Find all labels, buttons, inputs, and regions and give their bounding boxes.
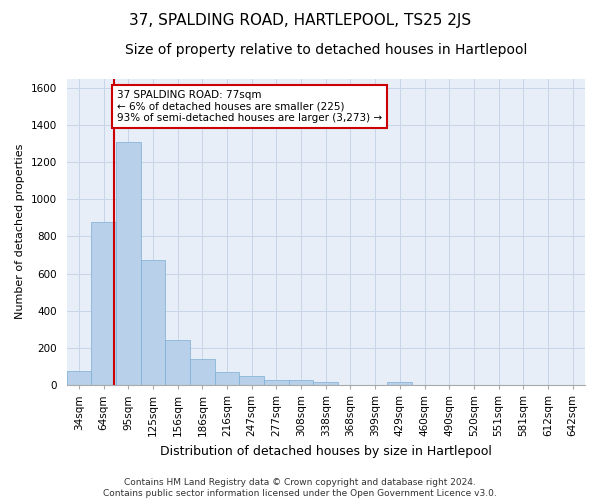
Bar [264,380,289,385]
Bar [388,382,412,385]
Title: Size of property relative to detached houses in Hartlepool: Size of property relative to detached ho… [125,42,527,56]
Bar [165,340,190,385]
Bar [239,376,264,385]
Bar [91,222,116,385]
X-axis label: Distribution of detached houses by size in Hartlepool: Distribution of detached houses by size … [160,444,492,458]
Bar [116,142,140,385]
Bar [289,380,313,385]
Text: 37 SPALDING ROAD: 77sqm
← 6% of detached houses are smaller (225)
93% of semi-de: 37 SPALDING ROAD: 77sqm ← 6% of detached… [117,90,382,123]
Bar [190,359,215,385]
Bar [313,382,338,385]
Bar [215,372,239,385]
Text: 37, SPALDING ROAD, HARTLEPOOL, TS25 2JS: 37, SPALDING ROAD, HARTLEPOOL, TS25 2JS [129,12,471,28]
Bar [67,371,91,385]
Y-axis label: Number of detached properties: Number of detached properties [15,144,25,320]
Bar [140,260,165,385]
Text: Contains HM Land Registry data © Crown copyright and database right 2024.
Contai: Contains HM Land Registry data © Crown c… [103,478,497,498]
